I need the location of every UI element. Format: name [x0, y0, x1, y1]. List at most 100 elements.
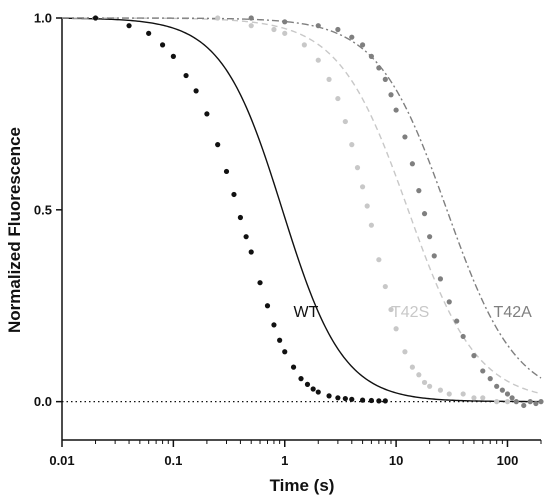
data-point-t42s [349, 142, 355, 148]
data-point-t42s [471, 395, 477, 401]
axes: 0.01 0.1 1 10 100 0.0 0.5 1.0 [34, 11, 542, 468]
x-tick-label: 1 [281, 453, 288, 468]
x-tick-label: 0.01 [49, 453, 74, 468]
data-point-wt [376, 398, 382, 404]
data-point-t42s [368, 222, 374, 228]
data-point-t42a [393, 107, 399, 113]
data-point-t42s [342, 118, 348, 125]
fit-curve-t42a [62, 17, 542, 379]
data-point-t42s [282, 30, 288, 36]
y-axis-title: Normalized Fluorescence [5, 127, 24, 333]
data-point-wt [290, 364, 297, 370]
y-tick-label: 0.0 [34, 394, 52, 409]
data-point-t42s [446, 391, 452, 397]
data-point-wt [243, 234, 249, 240]
data-point-t42a [421, 211, 428, 217]
data-point-t42a [248, 15, 254, 21]
data-point-wt [277, 337, 283, 343]
data-point-wt [304, 381, 311, 387]
fit-curve-t42s [62, 17, 542, 395]
data-point-t42a [335, 26, 341, 33]
data-point-wt [248, 249, 254, 255]
data-point-t42s [460, 391, 466, 397]
data-point-t42a [509, 395, 515, 401]
data-point-t42s [376, 257, 382, 263]
data-point-wt [237, 214, 244, 221]
data-point-wt [326, 393, 332, 399]
data-point-t42a [409, 161, 415, 167]
data-point-wt [342, 395, 348, 402]
data-point-t42s [215, 15, 221, 21]
fit-curves [61, 17, 542, 403]
data-point-t42s [416, 372, 422, 378]
data-point-t42s [393, 326, 399, 332]
data-point-t42a [454, 318, 460, 324]
data-point-wt [146, 30, 152, 36]
data-point-wt [271, 322, 277, 328]
labels: WT T42S T42A [294, 304, 533, 321]
data-point-t42a [513, 399, 519, 405]
data-point-wt [231, 191, 237, 198]
data-point-wt [368, 397, 374, 404]
data-point-t42a [359, 42, 366, 48]
data-point-t42s [382, 283, 388, 290]
data-point-wt [204, 111, 210, 117]
data-point-t42s [335, 95, 341, 102]
data-point-t42s [354, 165, 361, 171]
data-point-wt [92, 15, 99, 21]
data-point-t42s [315, 57, 321, 63]
data-point-t42s [301, 42, 307, 48]
data-point-t42a [499, 387, 505, 393]
data-point-t42a [487, 376, 493, 382]
data-point-wt [282, 349, 288, 355]
data-point-wt [298, 376, 304, 382]
fit-curve-wt [61, 17, 541, 403]
y-tick-label: 1.0 [34, 11, 52, 26]
x-axis-title: Time (s) [270, 476, 335, 495]
data-points [92, 15, 544, 409]
data-point-t42a [446, 299, 452, 305]
data-point-t42s [409, 364, 415, 370]
data-point-t42a [402, 134, 408, 140]
data-point-wt [193, 88, 199, 94]
data-point-wt [310, 386, 316, 392]
data-point-t42a [315, 23, 321, 29]
data-point-t42s [494, 399, 500, 405]
data-point-t42a [376, 65, 382, 71]
data-point-t42s [421, 379, 428, 386]
data-point-t42a [521, 402, 527, 409]
data-point-t42s [427, 383, 433, 389]
x-tick-label: 10 [389, 453, 403, 468]
y-tick-label: 0.5 [34, 202, 52, 217]
data-point-wt [159, 42, 166, 48]
data-point-t42s [359, 184, 366, 190]
x-tick-label: 100 [497, 453, 519, 468]
data-point-t42a [527, 399, 533, 405]
data-point-t42a [471, 353, 477, 359]
data-point-t42a [349, 34, 355, 40]
data-point-wt [359, 397, 366, 403]
data-point-t42a [437, 276, 444, 282]
data-point-t42a [427, 234, 433, 240]
data-point-t42a [533, 400, 539, 407]
series-label-wt: WT [294, 304, 319, 321]
data-point-t42a [416, 188, 422, 194]
data-point-t42s [480, 395, 486, 401]
data-point-wt [257, 280, 263, 286]
data-point-wt [215, 142, 221, 148]
data-point-wt [170, 53, 176, 59]
data-point-wt [223, 168, 230, 175]
data-point-wt [349, 396, 355, 402]
data-point-t42a [368, 53, 374, 59]
data-point-t42a [460, 333, 466, 340]
data-point-wt [126, 23, 132, 29]
series-label-t42a: T42A [494, 304, 533, 321]
data-point-wt [315, 389, 321, 395]
series-label-t42s: T42S [391, 304, 429, 321]
data-point-t42s [402, 349, 408, 355]
data-point-wt [264, 303, 271, 309]
data-point-t42s [504, 399, 511, 405]
data-point-wt [382, 398, 388, 404]
data-point-t42a [382, 76, 388, 82]
